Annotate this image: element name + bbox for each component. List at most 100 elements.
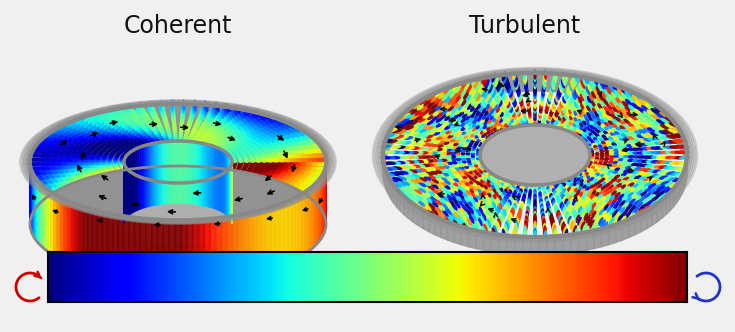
Ellipse shape <box>462 131 467 135</box>
Ellipse shape <box>268 170 276 175</box>
Ellipse shape <box>552 78 556 88</box>
Ellipse shape <box>265 135 273 141</box>
Ellipse shape <box>239 190 245 198</box>
Ellipse shape <box>601 141 606 145</box>
Ellipse shape <box>310 153 322 158</box>
Ellipse shape <box>173 190 177 197</box>
Ellipse shape <box>193 125 197 132</box>
Ellipse shape <box>556 187 560 192</box>
Ellipse shape <box>464 165 469 169</box>
Ellipse shape <box>591 91 597 99</box>
Ellipse shape <box>82 173 90 178</box>
Polygon shape <box>145 145 147 208</box>
Ellipse shape <box>611 128 617 132</box>
Ellipse shape <box>124 169 129 173</box>
Ellipse shape <box>258 175 265 180</box>
Polygon shape <box>468 229 476 249</box>
Ellipse shape <box>457 129 463 134</box>
Ellipse shape <box>396 182 406 187</box>
Ellipse shape <box>72 152 80 156</box>
Ellipse shape <box>421 159 429 163</box>
Ellipse shape <box>423 113 431 119</box>
Ellipse shape <box>245 170 251 174</box>
Ellipse shape <box>117 151 121 156</box>
Ellipse shape <box>572 104 576 111</box>
Ellipse shape <box>481 89 487 97</box>
Ellipse shape <box>561 221 565 231</box>
Polygon shape <box>385 168 387 190</box>
Ellipse shape <box>93 204 101 214</box>
Ellipse shape <box>542 117 546 121</box>
Ellipse shape <box>427 143 434 147</box>
Ellipse shape <box>236 128 242 135</box>
Ellipse shape <box>429 167 436 171</box>
Ellipse shape <box>40 183 51 189</box>
Ellipse shape <box>648 183 656 189</box>
Ellipse shape <box>233 107 240 118</box>
Ellipse shape <box>263 143 270 148</box>
Ellipse shape <box>664 188 675 193</box>
Ellipse shape <box>399 171 409 175</box>
Ellipse shape <box>64 124 74 132</box>
Ellipse shape <box>179 186 183 192</box>
Ellipse shape <box>119 159 123 163</box>
Ellipse shape <box>101 156 107 161</box>
Ellipse shape <box>503 188 508 193</box>
Ellipse shape <box>495 120 499 124</box>
Ellipse shape <box>67 196 76 205</box>
Ellipse shape <box>83 135 90 141</box>
Ellipse shape <box>179 130 183 136</box>
Ellipse shape <box>509 212 513 220</box>
Ellipse shape <box>590 166 595 170</box>
Ellipse shape <box>635 209 643 217</box>
Ellipse shape <box>162 112 167 122</box>
Ellipse shape <box>294 154 304 159</box>
Ellipse shape <box>165 194 169 202</box>
Ellipse shape <box>490 204 494 211</box>
Ellipse shape <box>635 114 643 120</box>
Ellipse shape <box>630 131 637 136</box>
Ellipse shape <box>503 183 508 187</box>
Ellipse shape <box>390 134 400 138</box>
Ellipse shape <box>207 181 211 186</box>
Ellipse shape <box>579 130 584 134</box>
Ellipse shape <box>100 127 107 134</box>
Ellipse shape <box>157 133 162 139</box>
Ellipse shape <box>623 191 630 197</box>
Ellipse shape <box>537 122 541 126</box>
Polygon shape <box>79 205 83 269</box>
Ellipse shape <box>129 143 135 148</box>
Ellipse shape <box>238 140 244 145</box>
Ellipse shape <box>678 162 689 165</box>
Ellipse shape <box>116 181 122 186</box>
Polygon shape <box>162 142 165 204</box>
Ellipse shape <box>663 129 673 134</box>
Ellipse shape <box>455 109 461 115</box>
Ellipse shape <box>501 121 506 125</box>
Polygon shape <box>212 145 214 208</box>
Ellipse shape <box>133 188 138 195</box>
Ellipse shape <box>460 154 466 158</box>
Ellipse shape <box>552 103 556 110</box>
Ellipse shape <box>460 212 467 221</box>
Ellipse shape <box>600 124 606 128</box>
Ellipse shape <box>506 119 509 124</box>
Ellipse shape <box>533 228 537 238</box>
Ellipse shape <box>471 76 477 86</box>
Ellipse shape <box>272 199 281 208</box>
Ellipse shape <box>596 142 601 146</box>
Ellipse shape <box>260 178 268 184</box>
Ellipse shape <box>215 186 220 193</box>
Ellipse shape <box>486 94 490 102</box>
Ellipse shape <box>464 101 470 108</box>
Ellipse shape <box>124 194 130 201</box>
Ellipse shape <box>495 107 500 113</box>
Ellipse shape <box>589 184 594 189</box>
Ellipse shape <box>89 128 97 135</box>
Ellipse shape <box>406 160 415 164</box>
Ellipse shape <box>553 203 557 209</box>
Ellipse shape <box>239 126 245 134</box>
Ellipse shape <box>423 181 431 186</box>
Ellipse shape <box>596 164 601 168</box>
Ellipse shape <box>36 139 48 145</box>
